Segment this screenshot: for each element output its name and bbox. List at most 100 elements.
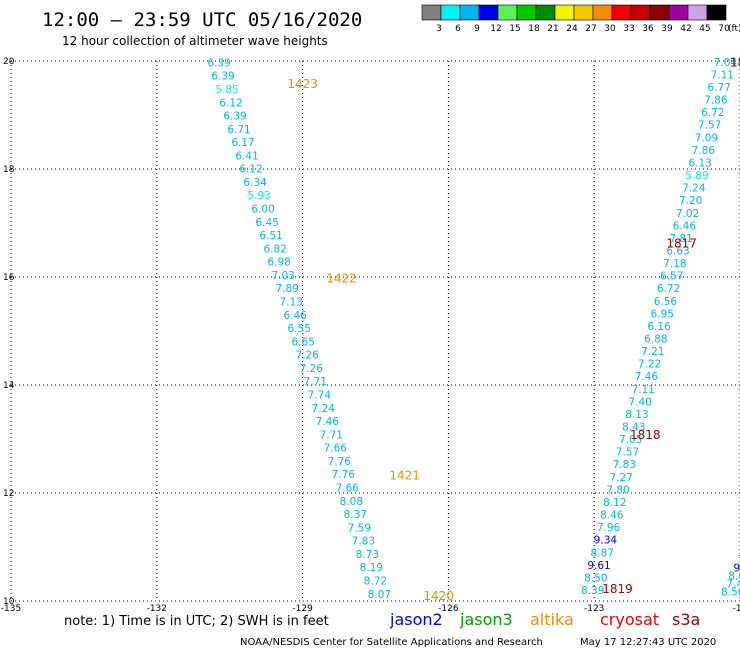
track-a: 6.396.395.856.126.396.716.176.416.126.34… [207, 57, 454, 603]
swh-value: 8.39 [581, 585, 604, 597]
lon-tick-label: -123 [584, 604, 604, 614]
lat-tick-label: 12 [3, 489, 14, 499]
swh-value: 9.34 [594, 535, 618, 547]
swh-value: 7.04 [714, 57, 738, 69]
colorbar-swatch-27 [573, 4, 594, 21]
colorbar-swatch-33 [611, 4, 632, 21]
lon-tick-label: -126 [438, 604, 459, 614]
swh-value: 7 [737, 554, 740, 566]
satellite-legend-altika: altika [530, 610, 574, 629]
swh-value: 7.66 [324, 443, 348, 455]
swh-value: 8.73 [356, 549, 379, 561]
satellite-legend-jason3: jason3 [459, 610, 513, 629]
swh-value: 6.17 [231, 137, 254, 149]
swh-value: 7.20 [679, 195, 702, 207]
swh-value: 7.27 [609, 472, 632, 484]
swh-value: 6.88 [644, 333, 667, 345]
swh-value: 5.93 [247, 190, 270, 202]
swh-value: 6.72 [701, 107, 724, 119]
swh-value: 7.76 [332, 469, 356, 481]
pass-time-label: 1421 [389, 469, 420, 483]
swh-value: 7.18 [663, 258, 686, 270]
colorbar-label-70: 70 [718, 24, 730, 34]
colorbar-label-30: 30 [604, 24, 616, 34]
lat-tick-label: 14 [3, 381, 15, 391]
swh-value: 8.50 [584, 572, 607, 584]
swh-value: 6.71 [227, 124, 250, 136]
colorbar-label-36: 36 [642, 24, 654, 34]
swh-value: 8.37 [344, 509, 367, 521]
footer-timestamp: May 17 12:27:43 UTC 2020 [580, 637, 716, 648]
swh-value: 5.85 [215, 84, 238, 96]
swh-value: 7.26 [296, 350, 320, 362]
colorbar-swatch-42 [668, 4, 689, 21]
swh-value: 7.03 [271, 270, 294, 282]
swh-value: 6.45 [255, 217, 278, 229]
swh-value: 7.83 [613, 459, 636, 471]
swh-value: 7.22 [638, 359, 661, 371]
colorbar-label-27: 27 [585, 24, 596, 34]
swh-value: 7.76 [328, 456, 352, 468]
swh-value: 6.00 [251, 204, 274, 216]
lat-tick-label: 16 [3, 273, 15, 283]
swh-value: 7.21 [641, 346, 664, 358]
map-title: 12:00 – 23:59 UTC 05/16/2020 [42, 9, 362, 31]
satellite-legend: jason2 jason3 altika cryosat s3a [389, 610, 700, 629]
map-subtitle: 12 hour collection of altimeter wave hei… [62, 34, 328, 48]
pass-time-label: 1420 [423, 589, 454, 603]
swh-value: 6.95 [651, 308, 674, 320]
swh-value: 6.12 [239, 164, 262, 176]
swh-value: 7.11 [632, 384, 655, 396]
satellite-legend-cryosat: cryosat [600, 610, 659, 629]
swh-value: 6.13 [688, 157, 711, 169]
swh-value: 7.59 [348, 522, 371, 534]
colorbar-label-15: 15 [509, 24, 520, 34]
swh-value: 7.66 [336, 482, 360, 494]
swh-value: 6.34 [243, 177, 267, 189]
swh-value: 7.86 [692, 145, 716, 157]
swh-value: 7.40 [628, 396, 651, 408]
swh-value: 7.09 [695, 132, 718, 144]
swh-value: 9. [734, 562, 740, 574]
swh-value: 7.80 [606, 484, 629, 496]
pass-time-label: 1423 [287, 77, 318, 91]
swh-value: 7.81 [669, 233, 692, 245]
swh-value: 6.39 [211, 71, 234, 83]
colorbar-swatch-39 [649, 4, 670, 21]
swh-value: 7.96 [597, 522, 621, 534]
swh-value: 7.26 [300, 363, 324, 375]
lat-tick-label: 18 [3, 165, 15, 175]
swh-value: 8.08 [340, 496, 363, 508]
swh-value: 6.82 [263, 243, 286, 255]
swh-value: 7.05 [619, 434, 642, 446]
colorbar-label-18: 18 [528, 24, 540, 34]
swh-value: 6.72 [657, 283, 680, 295]
swh-value: 6.56 [654, 296, 678, 308]
swh-value: 6.65 [292, 336, 315, 348]
colorbar-unit: (ft) [728, 24, 740, 34]
colorbar-label-6: 6 [455, 24, 461, 34]
swh-value: 7.86 [704, 95, 728, 107]
colorbar-swatch-36 [630, 4, 651, 21]
swh-value: 8.13 [625, 409, 648, 421]
swh-value: 7.57 [616, 447, 639, 459]
colorbar-swatch-15 [497, 4, 518, 21]
swh-value: 8.72 [364, 575, 387, 587]
swh-value: 6.55 [288, 323, 311, 335]
swh-value: 7.24 [312, 403, 336, 415]
colorbar-label-24: 24 [566, 24, 578, 34]
altimeter-tracks: 6.396.395.856.126.396.716.176.416.126.34… [207, 55, 740, 603]
lon-tick-label: -132 [147, 604, 167, 614]
swh-value: 6.46 [283, 310, 307, 322]
track-b: 7.047.116.777.866.727.577.097.866.135.89… [581, 55, 740, 597]
swh-value: 7.89 [275, 283, 298, 295]
track-c-partial: 779.8.07.48.56 [721, 546, 740, 599]
footer-note: note: 1) Time is in UTC; 2) SWH is in fe… [64, 614, 329, 629]
swh-value: 6.98 [267, 257, 290, 269]
colorbar-swatch-6 [440, 4, 461, 21]
colorbar-swatch-21 [535, 4, 556, 21]
swh-value: 8.07 [368, 589, 391, 601]
swh-value: 6.12 [219, 97, 242, 109]
swh-value: 7.83 [352, 536, 375, 548]
